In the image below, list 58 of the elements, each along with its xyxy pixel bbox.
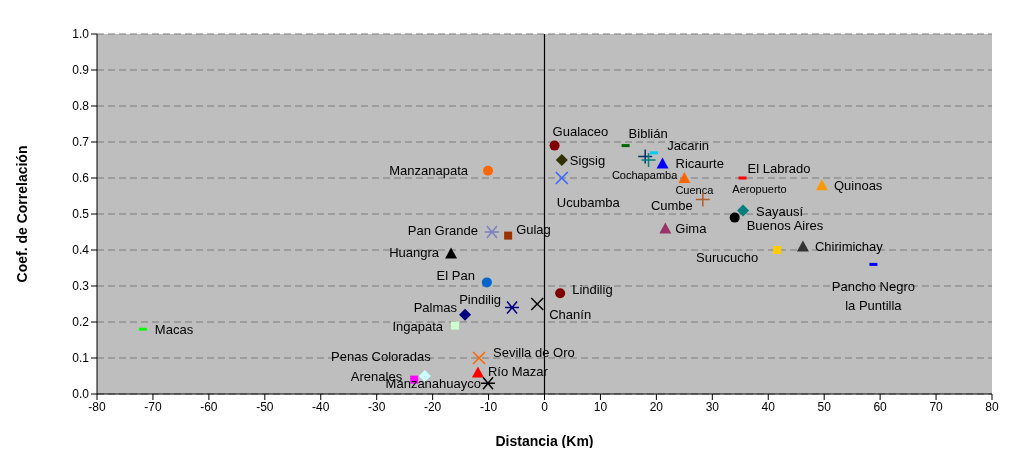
series-label: Pan Grande [407, 222, 478, 238]
x-tick-label: -50 [256, 399, 274, 414]
x-tick-label: -80 [88, 399, 106, 414]
x-tick-label: -40 [312, 399, 330, 414]
y-tick-label: 0.0 [72, 387, 90, 402]
y-tick-label: 0.5 [72, 207, 90, 222]
series-label: Ingapata [392, 319, 444, 335]
y-tick-label: 0.7 [72, 135, 90, 150]
series-label: Chirimichay [814, 238, 884, 254]
series-label: Ucubamba [556, 194, 621, 210]
x-tick-label: 60 [873, 399, 888, 414]
series-label: Surucucho [696, 249, 759, 265]
annotation: Aeropuerto [732, 182, 787, 195]
x-axis-title: Distancia (Km) [495, 433, 594, 449]
series-label: Palmas [413, 300, 458, 316]
y-tick-label: 0.2 [72, 315, 90, 330]
series-label: Pancho Negro [831, 278, 915, 294]
x-tick-label: 80 [985, 399, 999, 414]
series-label: Biblián [628, 126, 668, 142]
series-label: El Labrado [747, 160, 811, 176]
series-label: Gualaceo [552, 124, 609, 140]
x-tick-label: -30 [368, 399, 386, 414]
x-tick-label: 40 [761, 399, 776, 414]
y-tick-label: 0.1 [72, 351, 90, 366]
series-label: Sayausí [756, 203, 804, 219]
x-tick-label: 70 [929, 399, 944, 414]
series-label: Penas Coloradas [331, 348, 432, 364]
series-label: Manzanapata [389, 163, 469, 179]
series-label: Cumbe [650, 198, 693, 214]
series-label: Jacarin [667, 138, 710, 154]
y-tick-label: 0.9 [72, 63, 90, 78]
series-label: Lindilig [572, 281, 613, 297]
y-tick-label: 0.3 [72, 279, 90, 294]
x-tick-label: 10 [593, 399, 608, 414]
y-tick-label: 0.4 [72, 243, 90, 258]
x-tick-label: 30 [705, 399, 720, 414]
x-tick-label: -60 [200, 399, 218, 414]
series-label: Cuenca [675, 183, 715, 196]
x-tick-label: 50 [817, 399, 832, 414]
y-tick-label: 0.6 [72, 171, 90, 186]
x-tick-label: -20 [423, 399, 442, 414]
annotation: la Puntilla [845, 297, 903, 313]
y-tick-label: 1.0 [72, 27, 90, 42]
series-label: Gima [675, 220, 708, 236]
series-label: Chanín [549, 306, 592, 322]
y-tick-label: 0.8 [72, 99, 90, 114]
x-tick-label: -70 [144, 399, 162, 414]
x-tick-label: -10 [479, 399, 498, 414]
series-label: Macas [154, 321, 194, 337]
series-label: Huangra [389, 245, 440, 261]
x-tick-label: 0 [541, 399, 549, 414]
y-axis-title: Coef. de Correlación [13, 145, 30, 283]
series-label: Buenos Aires [746, 218, 824, 234]
series-label: El Pan [436, 267, 475, 283]
series-label: Sigsig [569, 152, 606, 168]
x-tick-label: 20 [649, 399, 664, 414]
series-label: Quinoas [833, 177, 883, 193]
series-label: Pindilig [459, 292, 502, 308]
